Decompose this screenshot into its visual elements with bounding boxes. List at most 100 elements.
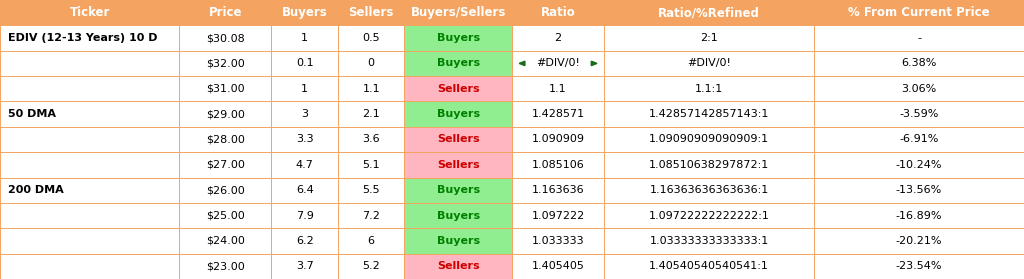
Bar <box>338 25 404 51</box>
Bar <box>271 177 338 203</box>
Text: Buyers: Buyers <box>436 236 480 246</box>
Bar <box>179 76 271 102</box>
Text: 3.3: 3.3 <box>296 134 313 145</box>
Bar <box>604 102 814 127</box>
Bar <box>0 76 179 102</box>
Text: 1.163636: 1.163636 <box>531 185 585 195</box>
Bar <box>604 51 814 76</box>
Bar <box>404 152 512 177</box>
Bar <box>814 0 1024 25</box>
Text: Sellers: Sellers <box>348 6 394 19</box>
Text: $26.00: $26.00 <box>206 185 245 195</box>
Text: 0.5: 0.5 <box>362 33 380 43</box>
Bar <box>814 25 1024 51</box>
Bar <box>512 0 604 25</box>
Text: EDIV (12-13 Years) 10 D: EDIV (12-13 Years) 10 D <box>8 33 158 43</box>
Bar <box>271 203 338 228</box>
Text: 1.405405: 1.405405 <box>531 261 585 271</box>
Bar <box>604 127 814 152</box>
Bar <box>404 102 512 127</box>
Bar <box>338 51 404 76</box>
Text: 2.1: 2.1 <box>362 109 380 119</box>
Text: #DIV/0!: #DIV/0! <box>537 58 580 68</box>
Bar <box>404 76 512 102</box>
Bar <box>271 254 338 279</box>
Bar <box>512 127 604 152</box>
Text: 0.1: 0.1 <box>296 58 313 68</box>
Bar <box>338 177 404 203</box>
Bar <box>0 152 179 177</box>
Bar <box>404 228 512 254</box>
Text: 1.033333: 1.033333 <box>531 236 585 246</box>
Text: $24.00: $24.00 <box>206 236 245 246</box>
Bar <box>179 228 271 254</box>
Bar <box>404 25 512 51</box>
Text: $31.00: $31.00 <box>206 84 245 94</box>
Bar <box>0 127 179 152</box>
Text: Buyers: Buyers <box>436 58 480 68</box>
Polygon shape <box>591 61 597 66</box>
Text: -: - <box>918 33 921 43</box>
Bar <box>179 152 271 177</box>
Text: 7.9: 7.9 <box>296 211 313 221</box>
Text: Buyers: Buyers <box>436 185 480 195</box>
Text: Sellers: Sellers <box>437 261 479 271</box>
Text: #DIV/0!: #DIV/0! <box>687 58 731 68</box>
Text: 2: 2 <box>555 33 561 43</box>
Text: -16.89%: -16.89% <box>896 211 942 221</box>
Text: Price: Price <box>209 6 242 19</box>
Bar <box>0 203 179 228</box>
Text: 1.08510638297872:1: 1.08510638297872:1 <box>649 160 769 170</box>
Text: 1.1: 1.1 <box>549 84 567 94</box>
Bar <box>814 177 1024 203</box>
Bar <box>512 76 604 102</box>
Text: $27.00: $27.00 <box>206 160 245 170</box>
Text: 3: 3 <box>301 109 308 119</box>
Text: 1.09090909090909:1: 1.09090909090909:1 <box>649 134 769 145</box>
Text: 1.085106: 1.085106 <box>531 160 585 170</box>
Bar <box>271 152 338 177</box>
Bar <box>814 152 1024 177</box>
Bar <box>271 76 338 102</box>
Text: -10.24%: -10.24% <box>896 160 942 170</box>
Text: Sellers: Sellers <box>437 160 479 170</box>
Bar <box>814 228 1024 254</box>
Text: 2:1: 2:1 <box>700 33 718 43</box>
Text: 0: 0 <box>368 58 375 68</box>
Text: 50 DMA: 50 DMA <box>8 109 56 119</box>
Text: $30.08: $30.08 <box>206 33 245 43</box>
Bar <box>338 0 404 25</box>
Text: -23.54%: -23.54% <box>896 261 942 271</box>
Text: 1: 1 <box>301 84 308 94</box>
Text: 1.428571: 1.428571 <box>531 109 585 119</box>
Text: Ratio/%Refined: Ratio/%Refined <box>658 6 760 19</box>
Text: Ratio: Ratio <box>541 6 575 19</box>
Text: 5.5: 5.5 <box>362 185 380 195</box>
Bar <box>604 152 814 177</box>
Bar <box>179 102 271 127</box>
Bar <box>179 51 271 76</box>
Bar <box>404 51 512 76</box>
Bar <box>512 102 604 127</box>
Text: 5.2: 5.2 <box>362 261 380 271</box>
Text: 6.38%: 6.38% <box>901 58 937 68</box>
Bar <box>404 127 512 152</box>
Bar <box>404 254 512 279</box>
Bar <box>512 254 604 279</box>
Text: 200 DMA: 200 DMA <box>8 185 63 195</box>
Bar <box>0 25 179 51</box>
Bar <box>512 177 604 203</box>
Bar <box>271 25 338 51</box>
Text: 3.7: 3.7 <box>296 261 313 271</box>
Text: % From Current Price: % From Current Price <box>848 6 990 19</box>
Text: 1.1: 1.1 <box>362 84 380 94</box>
Bar <box>0 177 179 203</box>
Polygon shape <box>519 61 525 66</box>
Text: 6: 6 <box>368 236 375 246</box>
Text: $32.00: $32.00 <box>206 58 245 68</box>
Bar <box>338 102 404 127</box>
Bar <box>0 51 179 76</box>
Bar <box>604 177 814 203</box>
Bar <box>814 127 1024 152</box>
Text: 1: 1 <box>301 33 308 43</box>
